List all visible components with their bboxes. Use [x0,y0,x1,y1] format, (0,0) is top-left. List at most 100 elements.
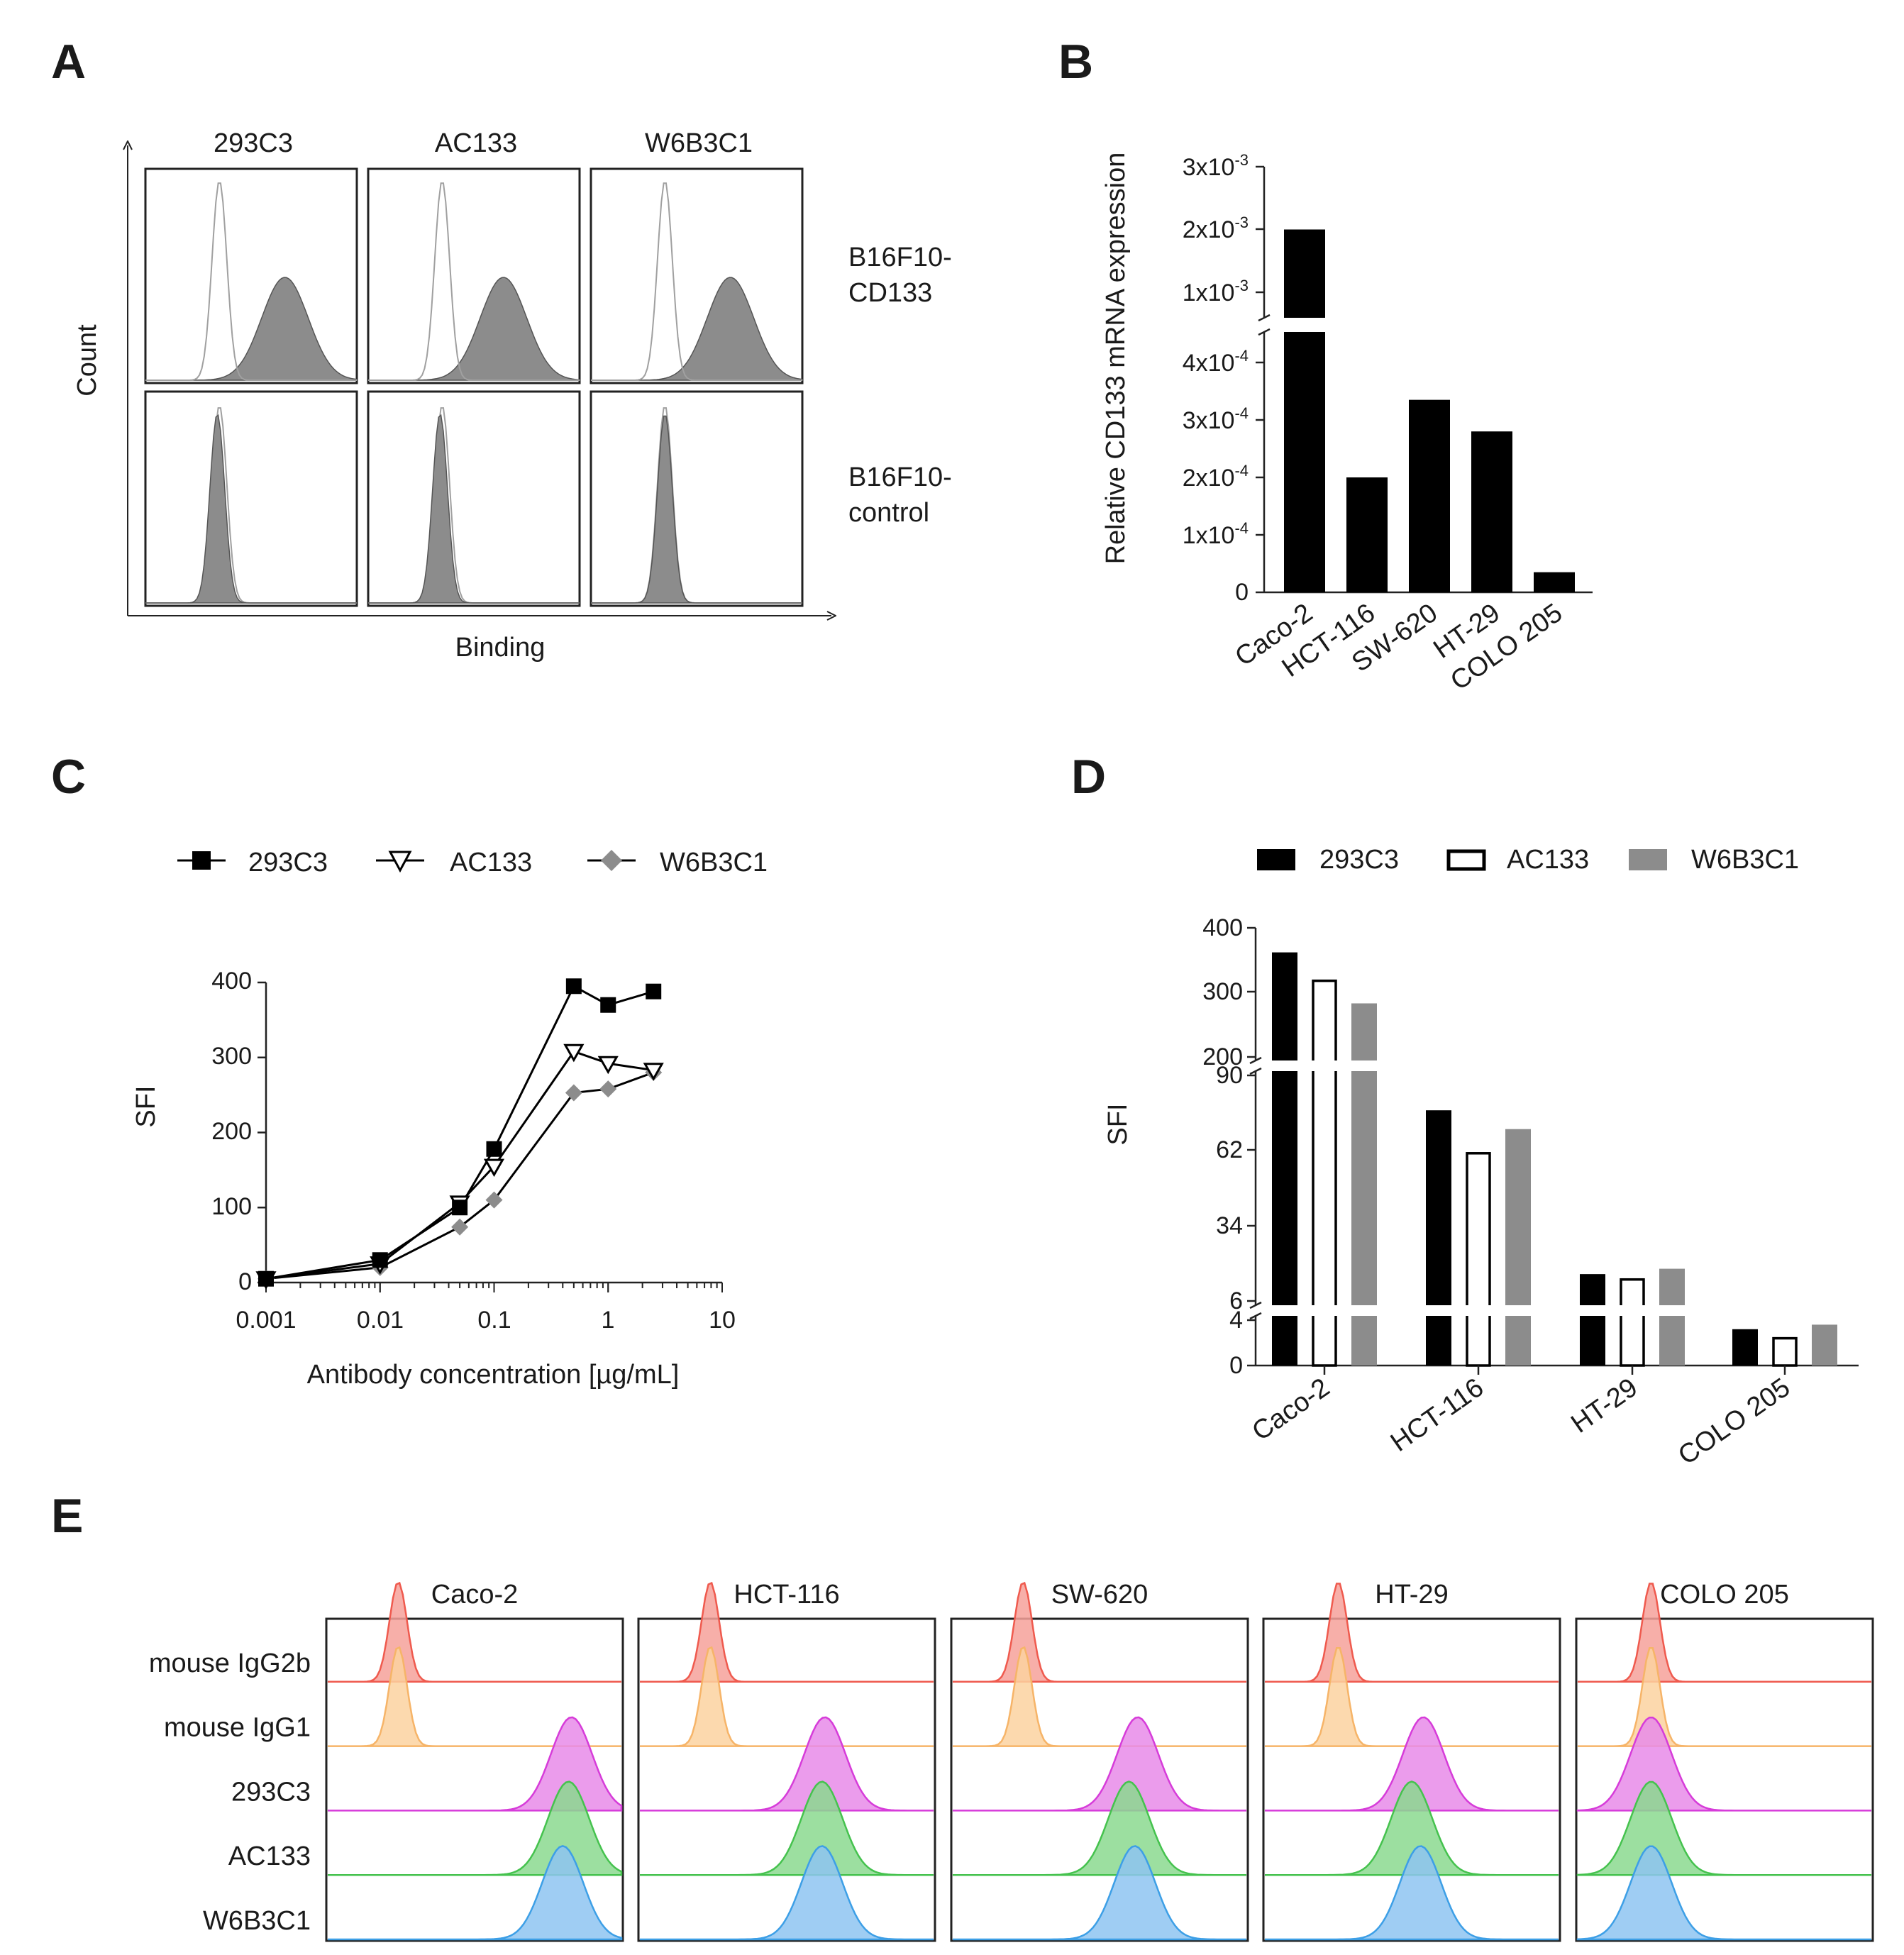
bar-break-gap [1577,1305,1608,1316]
panel-b-axis-break [1258,314,1271,322]
histogram-curve [953,1845,1246,1941]
column-label: Caco-2 [431,1580,519,1610]
data-point [599,1080,617,1098]
panel-d-axis-break [1249,1067,1262,1075]
panel-a-col-label: 293C3 [214,128,293,158]
histogram-outline [145,182,357,381]
bar [1272,952,1297,1366]
bar-break-gap [1617,1305,1648,1316]
data-point [597,1056,619,1075]
histogram-curve [640,1716,934,1812]
bar-break-gap [1269,1305,1300,1316]
bar [1466,1152,1491,1367]
bar [1620,1278,1645,1367]
bar [1580,1274,1605,1366]
column-label: COLO 205 [1660,1580,1789,1610]
bar-break-gap [1423,1305,1454,1316]
legend-swatch-AC133 [1446,849,1486,871]
row-label: mouse IgG1 [164,1713,311,1743]
data-point [646,983,662,999]
bar-break-gap [1502,1305,1534,1316]
panel-c-legend: 293C3 AC133 W6B3C1 [177,848,768,877]
panel-a-xlabel: Binding [455,633,546,663]
bar [1346,477,1388,592]
bar [1426,1110,1451,1366]
row-label: AC133 [228,1842,311,1871]
panel-letter-a: A [51,35,86,89]
panel-d: 293C3 AC133 W6B3C1 SFI 0 4 6 34 62 90 [1103,845,1859,1471]
panel-d-y-tick-label: 400 [1202,914,1243,941]
data-point [643,1063,664,1081]
series-line [265,1050,654,1280]
histogram-outline [368,182,580,381]
bar-break-gap [1463,1305,1494,1316]
bar-break-gap [1349,1305,1380,1316]
legend-label-W6B3C1: W6B3C1 [660,848,768,877]
histogram-curve [1265,1716,1559,1812]
histogram-curve [1265,1780,1559,1876]
bar-break-gap [1281,318,1328,332]
panel-d-y-tick-label: 4 [1229,1307,1243,1334]
data-point [600,997,616,1013]
panel-c-x-tick-label: 0.001 [236,1307,296,1334]
histogram-filled [368,414,580,604]
row-label: W6B3C1 [203,1906,311,1936]
bar [1284,229,1325,592]
bar [1505,1129,1531,1366]
panel-b-y-tick-label: 2x10-4 [1183,462,1249,492]
panel-c-y-tick-label: 0 [238,1268,252,1295]
bar-break-gap [1309,1060,1340,1071]
bar [1659,1268,1685,1366]
panel-b-y-tick-label: 2x10-3 [1183,214,1249,243]
panel-d-axis-break [1249,1301,1262,1309]
histogram-frame [950,1617,1249,1942]
panel-c-y-tick-label: 300 [211,1043,252,1070]
panel-a: Count Binding 293C3 AC133 W6B3C1 B16F10-… [72,128,952,663]
panel-d-y-tick-label: 6 [1229,1287,1243,1314]
x-tick-label: Caco-2 [1247,1373,1335,1447]
bar-break-gap [1349,1060,1380,1071]
data-point [452,1200,468,1216]
legend-marker-293C3 [192,851,211,870]
panel-c-x-tick-label: 0.01 [357,1307,404,1334]
panel-d-y-tick-label: 300 [1202,978,1243,1005]
histogram-curve [1576,1845,1871,1941]
panel-b-ylabel: Relative CD133 mRNA expression [1101,153,1131,565]
legend-label-AC133: AC133 [450,848,532,877]
panel-d-y-tick-label: 0 [1229,1352,1243,1379]
legend-swatch-W6B3C1 [1629,849,1667,870]
legend-label-293C3: 293C3 [248,848,328,877]
panel-b-y-tick-label: 3x10-4 [1183,404,1249,434]
data-point [565,978,582,995]
row-label: mouse IgG2b [149,1649,311,1678]
data-point [258,1270,274,1287]
column-label: HCT-116 [734,1580,839,1610]
row-label: 293C3 [231,1777,311,1807]
panel-letter-d: D [1071,750,1106,804]
panel-e: mouse IgG2b mouse IgG1 293C3 AC133 W6B3C1 Cac… [149,1580,1874,1942]
panel-a-row-label: control [848,498,929,528]
data-point [565,1084,582,1102]
panel-c-y-tick-label: 200 [211,1118,252,1145]
panel-c-y-tick-label: 100 [211,1193,252,1220]
bar [1409,399,1450,592]
histogram-curve [1265,1845,1559,1941]
histogram-frame [637,1617,936,1942]
panel-b-axis-break [1258,328,1271,336]
histogram-frame [590,390,804,607]
bar [1534,572,1575,592]
legend-label-293C3: 293C3 [1319,845,1399,875]
legend-swatch-293C3 [1257,849,1295,870]
panel-d-y-tick-label: 62 [1216,1136,1243,1163]
panel-b-y-tick-label: 4x10-4 [1183,347,1249,377]
bar-break-gap [1269,1060,1300,1071]
panel-a-ylabel: Count [72,324,102,397]
histogram-filled [145,414,357,604]
histogram-curve [328,1780,623,1876]
bar-break-gap [1309,1305,1340,1316]
panel-d-axis-break [1249,1312,1262,1320]
bar-break-gap [1656,1305,1688,1316]
histogram-curve [953,1716,1246,1812]
panel-d-y-tick-label: 200 [1202,1043,1243,1070]
